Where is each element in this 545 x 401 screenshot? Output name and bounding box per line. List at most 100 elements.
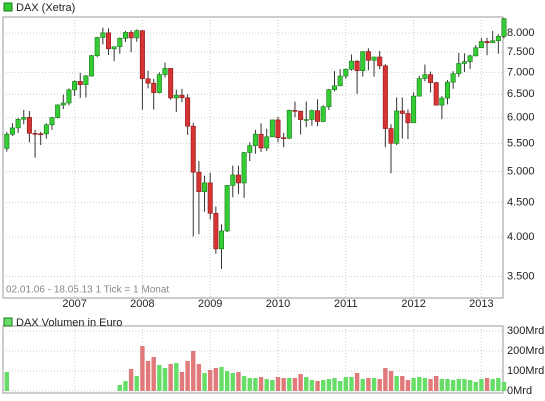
volume-bar (400, 376, 405, 391)
y-tick-label: 200Mrd (507, 345, 544, 357)
candle-body (128, 32, 134, 39)
annotation: 02.01.06 - 18.05.13 1 Tick = 1 Monat (6, 285, 169, 296)
candle-body (15, 118, 21, 129)
candle-body (388, 128, 394, 144)
candle-body (60, 102, 66, 106)
candle-body (444, 81, 450, 99)
y-tick-label: 5.000 (507, 165, 535, 177)
candle-body (405, 113, 411, 124)
volume-bar (388, 371, 394, 391)
candle-body (202, 182, 208, 192)
candle-body (49, 117, 55, 126)
volume-bar (258, 377, 264, 391)
volume-bar (140, 346, 145, 391)
candle-body (490, 40, 496, 44)
volume-bar (168, 364, 173, 391)
candle-body (343, 68, 349, 77)
candle-body (83, 75, 89, 85)
candle-body (162, 68, 168, 75)
volume-bar (332, 378, 337, 391)
candle-body (258, 133, 264, 149)
volume-bar (213, 368, 219, 391)
candle-body (264, 136, 270, 149)
volume-bar (134, 376, 139, 391)
x-tick-label: 2010 (266, 298, 290, 310)
volume-bar (417, 377, 422, 391)
candle-body (179, 94, 185, 99)
candle-body (32, 133, 38, 135)
candle-body (173, 94, 179, 99)
y-tick-label: 6.000 (507, 112, 535, 124)
x-tick-label: 2012 (401, 298, 425, 310)
volume-bar (241, 376, 247, 391)
candle-body (365, 51, 371, 61)
volume-bar (371, 378, 377, 391)
candle-body (394, 110, 400, 144)
candle-body (235, 174, 241, 184)
volume-bar (434, 376, 439, 391)
candle-body (241, 152, 247, 184)
volume-bar (321, 380, 326, 391)
candle-body (303, 119, 309, 121)
candle-body (461, 61, 467, 64)
candle-body (168, 68, 174, 99)
volume-bar (230, 373, 235, 391)
volume-bar (287, 378, 292, 391)
candle-body (478, 41, 484, 49)
volume-bar (281, 378, 286, 391)
candle-body (122, 32, 128, 39)
candle-body (4, 133, 10, 149)
candle-body (399, 110, 405, 114)
volume-bar (145, 361, 151, 391)
volume-bar (462, 379, 467, 391)
candle-body (252, 133, 258, 146)
candle-body (315, 110, 321, 122)
candle-body (66, 89, 72, 104)
volume-bar (236, 372, 241, 391)
candle-body (269, 119, 275, 138)
volume-bar (157, 365, 162, 391)
candle-body (196, 171, 202, 192)
volume-bar (326, 379, 332, 391)
candle-body (151, 82, 157, 93)
candle-body (207, 182, 213, 214)
candle-body (9, 127, 15, 135)
volume-bar (151, 357, 156, 391)
candle-body (495, 35, 501, 42)
volume-bar (219, 367, 224, 391)
volume-bar (128, 369, 134, 391)
volume-bar (411, 378, 416, 391)
y-tick-label: 300Mrd (507, 325, 544, 337)
volume-bar (202, 373, 207, 391)
volume-frame (2, 325, 504, 394)
legend-swatch (3, 317, 13, 327)
candle-body (298, 110, 304, 120)
legend-swatch (3, 2, 13, 12)
candle-body (450, 73, 456, 83)
y-tick-label: 7.000 (507, 66, 535, 78)
candle-body (230, 174, 236, 186)
volume-bar (343, 377, 348, 391)
volume-bar (467, 380, 473, 391)
candle-body (106, 32, 112, 50)
candle-body (275, 119, 281, 138)
candle-body (286, 110, 292, 139)
candle-body (43, 124, 49, 135)
y-tick-label: 3.500 (507, 270, 535, 282)
candle-body (428, 74, 434, 83)
candle-body (382, 65, 388, 129)
volume-bar (473, 382, 478, 391)
volume-bar (298, 374, 303, 391)
candle-body (213, 212, 219, 250)
volume-bar (439, 379, 445, 391)
x-tick-label: 2007 (62, 298, 86, 310)
candle-body (38, 133, 44, 136)
candle-body (422, 74, 428, 79)
candle-body (501, 18, 507, 37)
volume-bar (304, 377, 309, 391)
volume-bar (123, 381, 128, 391)
volume-bar (377, 379, 382, 391)
candle-body (26, 117, 32, 134)
volume-bar (501, 382, 507, 391)
candle-body (139, 30, 145, 80)
